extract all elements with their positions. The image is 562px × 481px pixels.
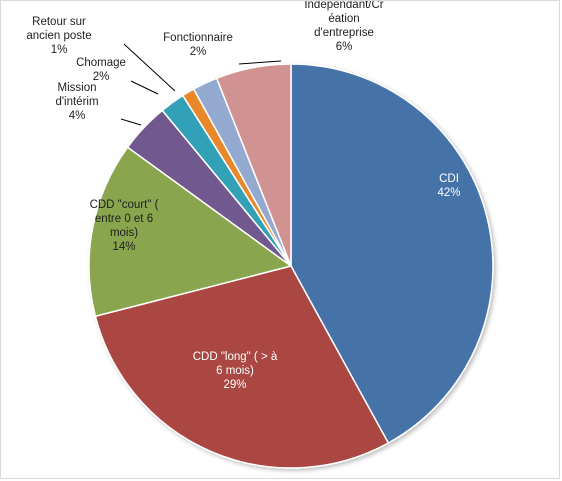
data-label-fonctionnaire: Fonctionnaire 2% (163, 32, 233, 58)
data-label-mission-d-interim: Mission d'intérim 4% (55, 82, 98, 122)
pie-slices (89, 64, 493, 468)
leader-line-independant-creation-d-entreprise (239, 61, 281, 64)
leader-line-mission-d-interim (121, 119, 141, 125)
data-label-chomage: Chomage 2% (76, 57, 126, 83)
leader-line-retour-sur-ancien-poste (124, 44, 175, 91)
data-label-retour-sur-ancien-poste: Retour sur ancien poste 1% (26, 16, 91, 56)
leader-line-chomage (131, 81, 158, 94)
data-label-independant-creation-d-entreprise: Indépendant/Cr éation d'entreprise 6% (304, 1, 383, 53)
